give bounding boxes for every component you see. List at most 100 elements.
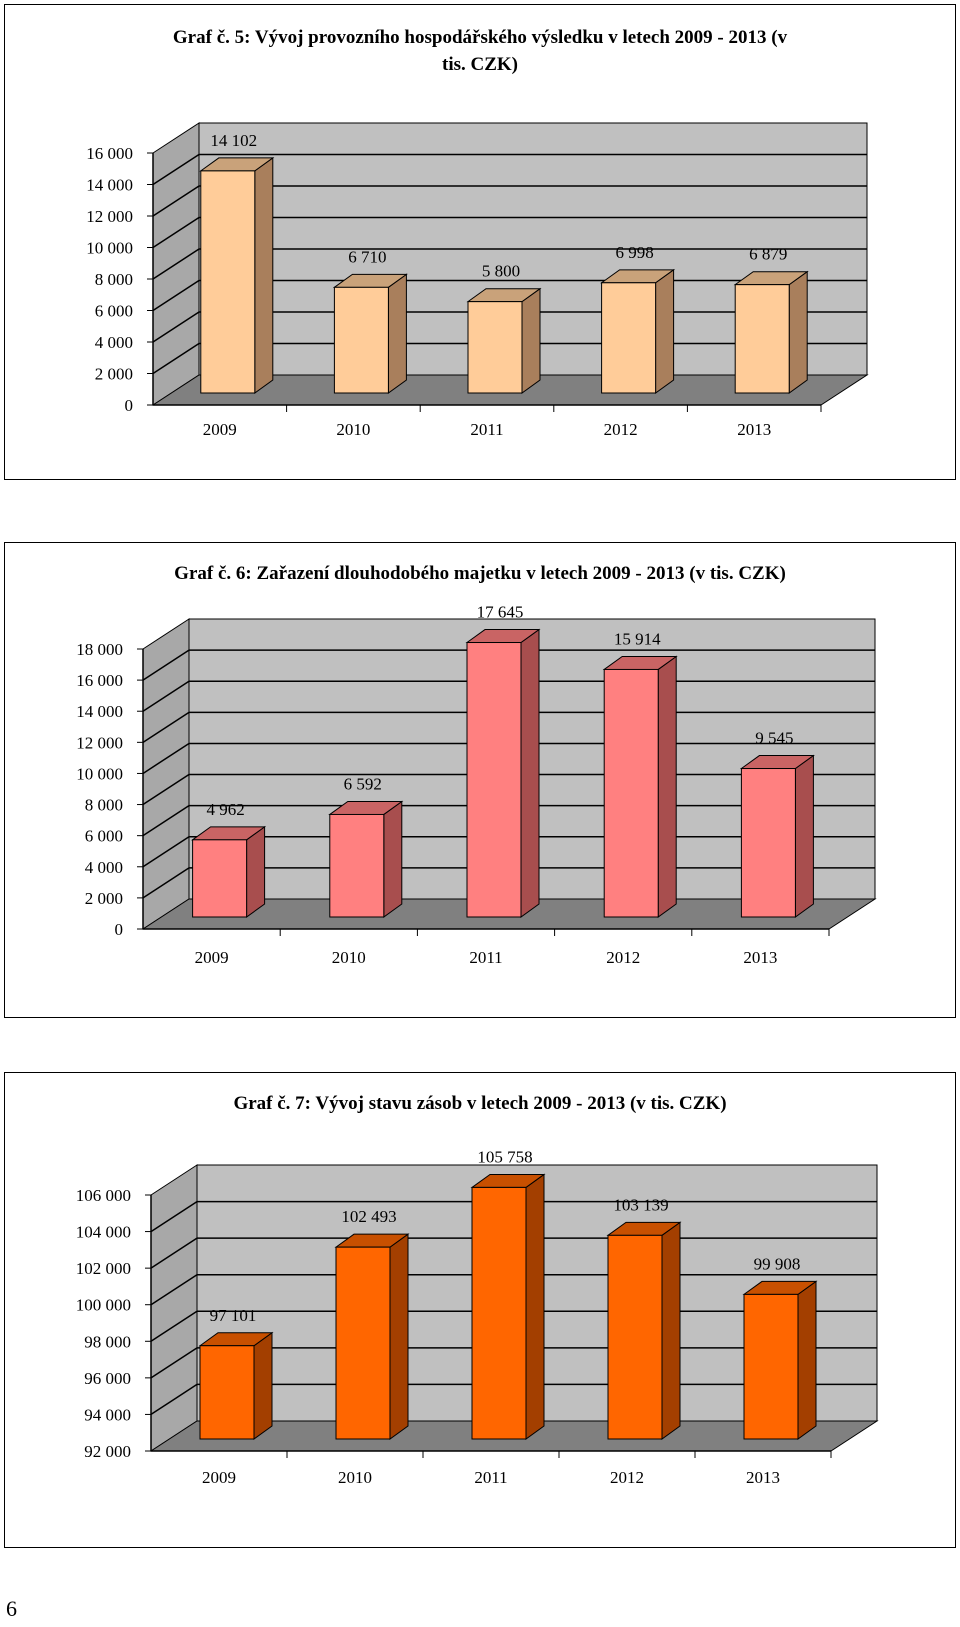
chart3-gridline-side bbox=[150, 1310, 198, 1342]
chart1-bar-side-2011 bbox=[521, 287, 541, 394]
chart1-data-label-2013: 6 879 bbox=[749, 245, 787, 264]
chart2-gridline-side bbox=[142, 711, 190, 743]
chart2-y-tick-label: 2 000 bbox=[85, 889, 123, 908]
chart1-bar-side-2012 bbox=[655, 268, 675, 394]
chart2-x-tick-label-2011: 2011 bbox=[469, 948, 502, 967]
chart1-gridline-side bbox=[152, 185, 200, 217]
chart3-y-tick-label: 106 000 bbox=[76, 1186, 131, 1205]
chart1-gridline-side bbox=[152, 311, 200, 343]
chart1-gridline-side bbox=[152, 153, 200, 186]
chart2-x-tick-label-2010: 2010 bbox=[332, 948, 366, 967]
chart1-x-tick-label-2013: 2013 bbox=[737, 420, 771, 439]
chart2-bar-2010 bbox=[329, 813, 385, 918]
chart2-data-label-2010: 6 592 bbox=[344, 774, 382, 793]
chart3-x-tick-label-2011: 2011 bbox=[474, 1468, 507, 1487]
chart3-gridline-side bbox=[150, 1383, 198, 1416]
chart3-x-tick-label-2012: 2012 bbox=[610, 1468, 644, 1487]
chart2-y-tick-label: 4 000 bbox=[85, 858, 123, 877]
chart1-title-line2: tis. CZK) bbox=[442, 54, 518, 75]
chart2-y-tick-label: 12 000 bbox=[76, 733, 123, 752]
chart3-bar-side-2010 bbox=[389, 1233, 409, 1440]
chart1-y-tick-label: 8 000 bbox=[95, 270, 133, 289]
chart3-x-tick-label-2009: 2009 bbox=[202, 1468, 236, 1487]
chart3-y-tick-label: 94 000 bbox=[84, 1405, 131, 1424]
chart-frame-graf-7: Graf č. 7: Vývoj stavu zásob v letech 20… bbox=[4, 1072, 956, 1548]
chart2-bar-2009 bbox=[192, 839, 248, 918]
chart3-gridline-side bbox=[150, 1237, 198, 1269]
chart2-bar-side-2010 bbox=[383, 800, 403, 918]
chart1-y-tick-label: 4 000 bbox=[95, 333, 133, 352]
chart3-data-label-2009: 97 101 bbox=[210, 1306, 257, 1325]
chart1-x-tick-label-2010: 2010 bbox=[336, 420, 370, 439]
chart2-data-label-2012: 15 914 bbox=[614, 629, 661, 648]
chart3-bar-side-2013 bbox=[797, 1280, 817, 1440]
chart2-x-tick-label-2013: 2013 bbox=[743, 948, 777, 967]
chart3-y-tick-label: 92 000 bbox=[84, 1442, 131, 1461]
chart3-bar-2012 bbox=[607, 1234, 663, 1440]
chart2-y-tick-label: 6 000 bbox=[85, 827, 123, 846]
chart2-bar-side-2009 bbox=[246, 825, 266, 918]
page-number: 6 bbox=[6, 1596, 17, 1621]
chart1-bar-side-2010 bbox=[387, 273, 407, 394]
chart1-y-tick-label: 6 000 bbox=[95, 302, 133, 321]
chart2-bar-side-2011 bbox=[520, 628, 540, 918]
chart1-gridline-side bbox=[152, 216, 200, 249]
chart3-y-tick-label: 98 000 bbox=[84, 1332, 131, 1351]
chart2-gridline-side bbox=[142, 836, 190, 868]
chart2-gridline-side bbox=[142, 649, 190, 681]
chart3-data-label-2013: 99 908 bbox=[754, 1254, 801, 1273]
chart1-title: Graf č. 5: Vývoj provozního hospodářskéh… bbox=[173, 27, 788, 48]
chart3-x-tick-label-2013: 2013 bbox=[746, 1468, 780, 1487]
chart3-gridline-side bbox=[150, 1200, 198, 1233]
chart3-bar-2011 bbox=[471, 1186, 527, 1440]
chart3-bar-side-2011 bbox=[525, 1173, 545, 1440]
chart3-bar-side-2012 bbox=[661, 1221, 681, 1440]
chart1-data-label-2010: 6 710 bbox=[348, 247, 386, 266]
chart2-bar-2012 bbox=[603, 668, 659, 918]
chart2-y-tick-label: 10 000 bbox=[76, 764, 123, 783]
chart1-data-label-2011: 5 800 bbox=[482, 262, 520, 281]
chart2-bar-side-2012 bbox=[657, 655, 677, 918]
chart1-bar-2010 bbox=[333, 286, 389, 394]
chart-frame-graf-5: Graf č. 5: Vývoj provozního hospodářskéh… bbox=[4, 4, 956, 480]
chart1-x-tick-label-2009: 2009 bbox=[203, 420, 237, 439]
chart-graf-7: Graf č. 7: Vývoj stavu zásob v letech 20… bbox=[76, 1093, 879, 1487]
chart2-x-tick-label-2012: 2012 bbox=[606, 948, 640, 967]
chart3-gridline-side bbox=[150, 1347, 198, 1379]
chart3-gridline-side bbox=[150, 1274, 198, 1306]
chart3-y-tick-label: 104 000 bbox=[76, 1223, 131, 1242]
chart3-bar-2013 bbox=[743, 1293, 799, 1440]
chart2-gridline-side bbox=[142, 742, 190, 775]
chart3-title: Graf č. 7: Vývoj stavu zásob v letech 20… bbox=[233, 1093, 726, 1114]
chart3-y-tick-label: 96 000 bbox=[84, 1369, 131, 1388]
chart2-y-tick-label: 18 000 bbox=[76, 640, 123, 659]
chart2-y-tick-label: 8 000 bbox=[85, 796, 123, 815]
chart2-bar-2013 bbox=[740, 768, 796, 918]
chart1-y-tick-label: 16 000 bbox=[86, 144, 133, 163]
chart1-bar-side-2009 bbox=[254, 156, 274, 394]
chart1-bar-side-2013 bbox=[788, 270, 808, 394]
chart-frame-graf-6: Graf č. 6: Zařazení dlouhodobého majetku… bbox=[4, 542, 956, 1018]
chart1-data-label-2009: 14 102 bbox=[210, 131, 257, 150]
chart2-bar-2011 bbox=[466, 642, 522, 918]
chart2-gridline-side bbox=[142, 680, 190, 712]
chart3-bar-2009 bbox=[199, 1345, 255, 1440]
chart1-y-tick-label: 2 000 bbox=[95, 365, 133, 384]
chart2-bar-side-2013 bbox=[794, 754, 814, 918]
chart1-bar-2013 bbox=[734, 284, 790, 394]
chart1-gridline-side bbox=[152, 342, 200, 375]
chart3-side-wall bbox=[150, 1164, 198, 1452]
chart-graf-6: Graf č. 6: Zařazení dlouhodobého majetku… bbox=[76, 563, 877, 967]
chart2-y-tick-label: 14 000 bbox=[76, 702, 123, 721]
chart2-y-tick-label: 16 000 bbox=[76, 671, 123, 690]
chart3-bar-2010 bbox=[335, 1246, 391, 1440]
chart3-y-tick-label: 100 000 bbox=[76, 1296, 131, 1315]
chart1-gridline-side bbox=[152, 248, 200, 280]
chart1-bar-2012 bbox=[601, 282, 657, 394]
chart1-bar-2011 bbox=[467, 301, 523, 394]
chart2-gridline-side bbox=[142, 867, 190, 899]
chart-graf-5: Graf č. 5: Vývoj provozního hospodářskéh… bbox=[86, 27, 869, 439]
chart2-x-tick-label-2009: 2009 bbox=[195, 948, 229, 967]
chart1-y-tick-label: 0 bbox=[125, 396, 134, 415]
chart2-data-label-2013: 9 545 bbox=[755, 729, 793, 748]
